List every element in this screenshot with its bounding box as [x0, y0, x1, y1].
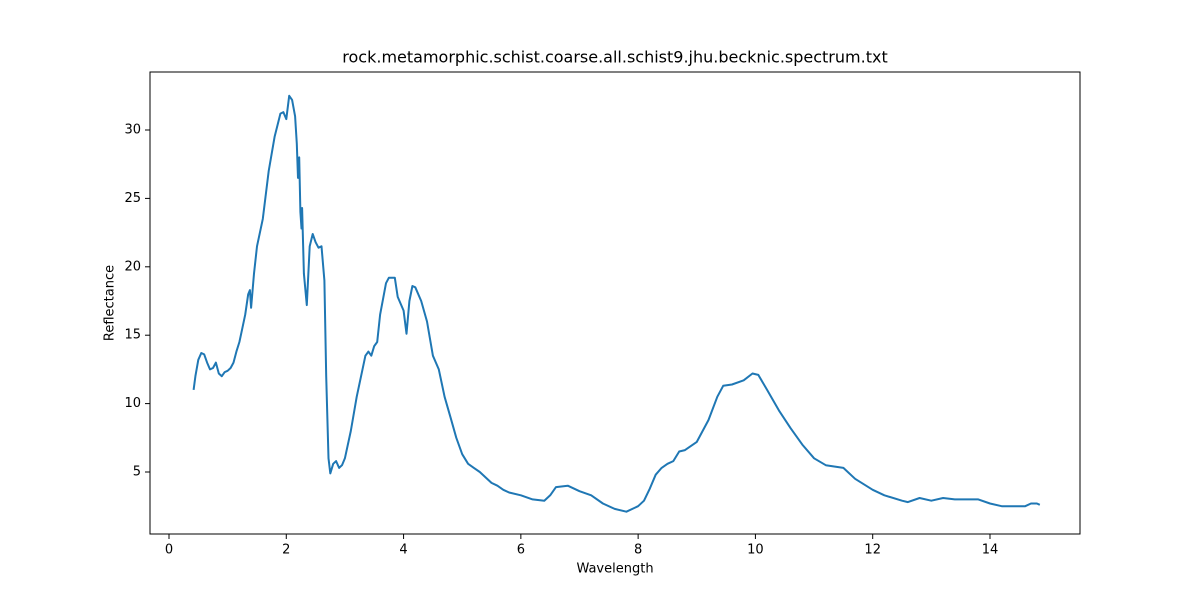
x-axis-label: Wavelength [576, 562, 653, 577]
x-tick-label: 0 [165, 543, 173, 558]
x-tick-label: 2 [282, 543, 290, 558]
x-tick-label: 8 [634, 543, 642, 558]
y-tick-label: 10 [124, 396, 141, 411]
data-line [192, 94, 1041, 513]
y-tick-label: 15 [124, 328, 141, 343]
y-tick-label: 20 [124, 259, 141, 274]
y-tick-label: 5 [133, 465, 141, 480]
y-tick-label: 30 [124, 123, 141, 138]
x-tick-label: 4 [399, 543, 407, 558]
chart-title: rock.metamorphic.schist.coarse.all.schis… [342, 48, 887, 67]
x-tick-label: 14 [982, 543, 999, 558]
x-tick-label: 6 [517, 543, 525, 558]
y-tick-label: 25 [124, 191, 141, 206]
x-tick-label: 10 [747, 543, 764, 558]
plot-frame [149, 71, 1081, 535]
x-tick-label: 12 [864, 543, 881, 558]
y-axis-label: Reflectance [103, 265, 118, 341]
